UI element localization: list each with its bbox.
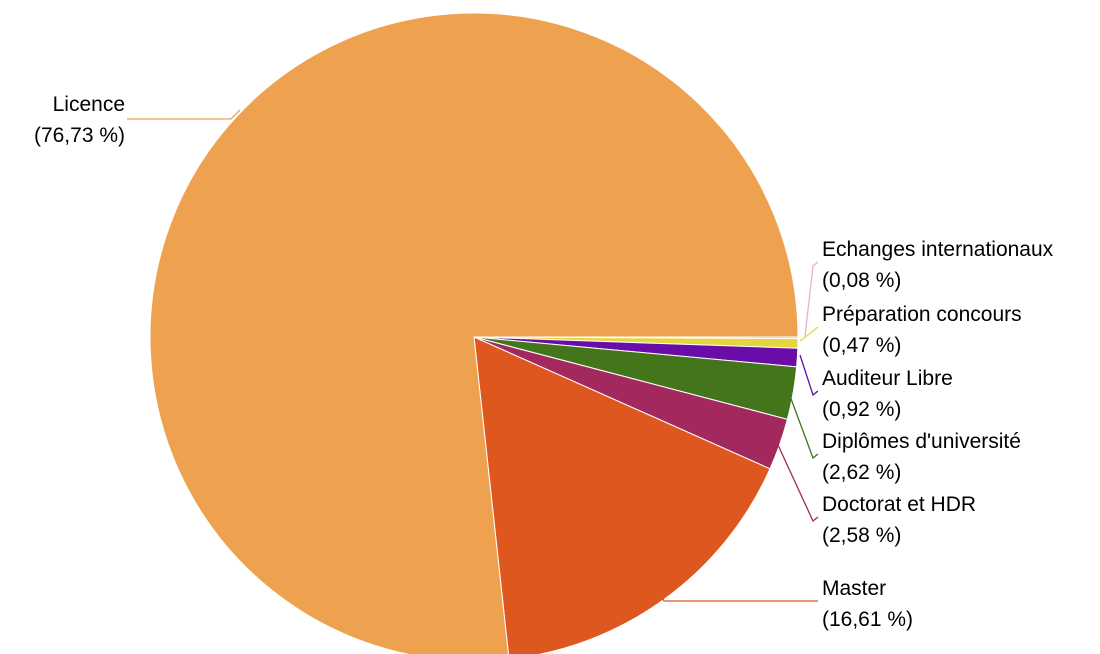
pie-slice-licence [149, 12, 799, 654]
slice-label-percent: (0,47 %) [822, 334, 901, 357]
leader-line-auditeur-libre [799, 354, 819, 397]
slice-label-percent: (76,73 %) [34, 124, 125, 147]
leader-lines [127, 109, 819, 602]
slice-label-name: Diplômes d'université [822, 430, 1021, 453]
slice-label-percent: (0,92 %) [822, 398, 901, 421]
slice-label-licence: Licence (76,73 %) [34, 93, 125, 147]
leader-line-master [653, 584, 818, 602]
slice-label-preparation-concours: Préparation concours (0,47 %) [822, 303, 1022, 357]
slice-label-name: Echanges internationaux [822, 238, 1054, 261]
slice-label-master: Master (16,61 %) [822, 577, 913, 631]
leader-line-licence [127, 109, 241, 120]
leader-line-echanges-internationaux [804, 261, 819, 337]
pie-slice-master [473, 336, 771, 654]
leader-line-doctorat-et-hdr [777, 444, 819, 523]
slice-label-name: Licence [53, 93, 125, 116]
slice-label-percent: (16,61 %) [822, 608, 913, 631]
slice-label-name: Préparation concours [822, 303, 1022, 326]
slice-label-auditeur-libre: Auditeur Libre (0,92 %) [822, 367, 953, 421]
leader-line-preparation-concours [799, 326, 819, 342]
slice-labels: Echanges internationaux (0,08 %) Préparati… [34, 93, 1054, 631]
slice-label-percent: (0,08 %) [822, 269, 901, 292]
slice-label-name: Master [822, 577, 886, 600]
pie-slices [149, 12, 799, 654]
slice-label-diplomes-d-universite: Diplômes d'université (2,62 %) [822, 430, 1021, 484]
slice-label-name: Auditeur Libre [822, 367, 953, 390]
slice-label-percent: (2,62 %) [822, 461, 901, 484]
slice-label-percent: (2,58 %) [822, 524, 901, 547]
slice-label-doctorat-et-hdr: Doctorat et HDR (2,58 %) [822, 493, 976, 547]
slice-label-name: Doctorat et HDR [822, 493, 976, 516]
leader-line-diplomes-d-universite [789, 395, 819, 460]
slice-label-echanges-internationaux: Echanges internationaux (0,08 %) [822, 238, 1054, 292]
